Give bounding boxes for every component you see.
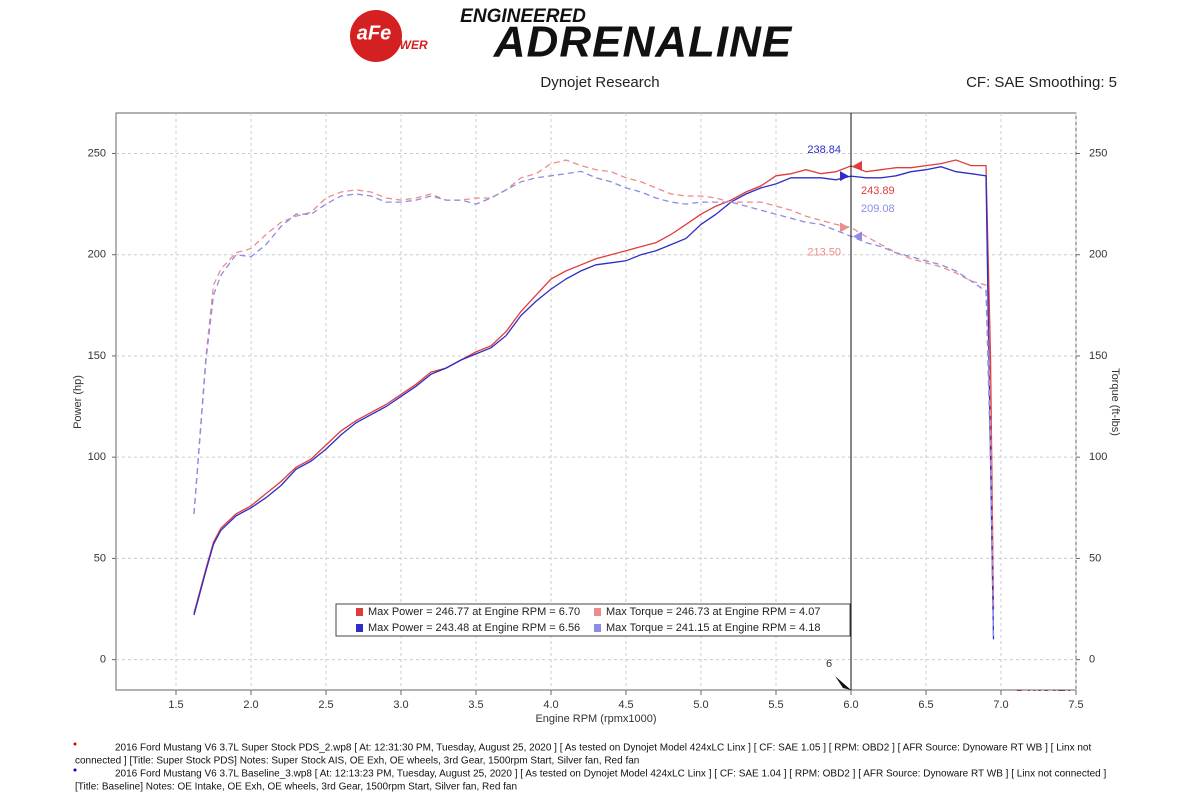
legend-box <box>335 603 851 637</box>
legend-swatch <box>594 624 601 632</box>
plot-area <box>115 112 1077 691</box>
legend-label: Max Torque = 246.73 at Engine RPM = 4.07 <box>606 606 820 618</box>
cursor-readout: 213.50 <box>807 246 841 258</box>
x-tick-label: 7.5 <box>1068 699 1083 711</box>
x-tick-label: 6.0 <box>843 699 858 711</box>
x-tick-label: 5.0 <box>693 699 708 711</box>
logo-brand: aFe <box>357 22 391 44</box>
legend-swatch <box>356 608 363 616</box>
x-tick-label: 2.0 <box>243 699 258 711</box>
legend-label: Max Torque = 241.15 at Engine RPM = 4.18 <box>606 622 820 634</box>
note-line: 2016 Ford Mustang V6 3.7L Baseline_3.wp8… <box>115 769 1106 780</box>
x-tick-label: 6.5 <box>918 699 933 711</box>
torque-line <box>193 159 995 610</box>
y-tick-label: 100 <box>88 451 106 463</box>
y2-tick-label: 150 <box>1089 350 1107 362</box>
power-line <box>193 159 995 614</box>
cursor-x-label: 6 <box>826 658 832 670</box>
cursor-readout: 209.08 <box>861 203 895 215</box>
legend-swatch <box>594 608 601 616</box>
note-dot <box>73 768 77 772</box>
x-tick-label: 4.0 <box>543 699 558 711</box>
legend-label: Max Power = 243.48 at Engine RPM = 6.56 <box>368 622 580 634</box>
y2-axis-title: Torque (ft-lbs) <box>1109 368 1121 436</box>
logo-badge <box>350 10 402 62</box>
note-line: [Title: Baseline] Notes: OE Intake, OE E… <box>75 782 517 793</box>
y2-tick-label: 100 <box>1089 451 1107 463</box>
note-line: connected ] [Title: Super Stock PDS] Not… <box>75 756 639 767</box>
cursor-readout: 243.89 <box>861 185 895 197</box>
logo-tagline: ENGINEERED <box>460 6 586 27</box>
cursor-marker <box>840 222 849 233</box>
x-tick-label: 2.5 <box>318 699 333 711</box>
x-tick-label: 3.0 <box>393 699 408 711</box>
y-axis-title: Power (hp) <box>72 375 84 429</box>
y2-tick-label: 250 <box>1089 147 1107 159</box>
y-tick-label: 200 <box>88 249 106 261</box>
y2-tick-label: 0 <box>1089 654 1095 666</box>
x-tick-label: 5.5 <box>768 699 783 711</box>
x-tick-label: 3.5 <box>468 699 483 711</box>
cursor-marker <box>840 171 849 182</box>
x-tick-label: 7.0 <box>993 699 1008 711</box>
logo: aFe POWER ENGINEERED ADRENALINE <box>350 6 793 67</box>
cursor-readout: 238.84 <box>807 144 841 156</box>
legend-swatch <box>356 624 363 632</box>
logo-sub: POWER <box>382 38 428 52</box>
cursor-marker <box>853 160 862 171</box>
subtitle: Dynojet Research <box>540 74 659 91</box>
x-tick-label: 4.5 <box>618 699 633 711</box>
legend: Max Power = 246.77 at Engine RPM = 6.70 M… <box>335 603 851 637</box>
settings: CF: SAE Smoothing: 5 <box>966 74 1117 91</box>
cursor-arrow <box>835 676 851 690</box>
y2-tick-label: 50 <box>1089 552 1101 564</box>
power-line <box>193 166 995 640</box>
logo-wordmark: ADRENALINE <box>493 18 793 67</box>
x-axis-title: Engine RPM (rpmx1000) <box>535 713 656 725</box>
y-tick-label: 150 <box>88 350 106 362</box>
y-tick-label: 250 <box>88 147 106 159</box>
y-tick-label: 50 <box>94 552 106 564</box>
y-tick-label: 0 <box>100 654 106 666</box>
legend-label: Max Power = 246.77 at Engine RPM = 6.70 <box>368 606 580 618</box>
note-line: 2016 Ford Mustang V6 3.7L Super Stock PD… <box>115 743 1091 754</box>
y2-tick-label: 200 <box>1089 249 1107 261</box>
cursor-marker <box>853 231 862 242</box>
torque-line <box>193 170 995 640</box>
x-tick-label: 1.5 <box>168 699 183 711</box>
note-dot <box>73 742 77 746</box>
